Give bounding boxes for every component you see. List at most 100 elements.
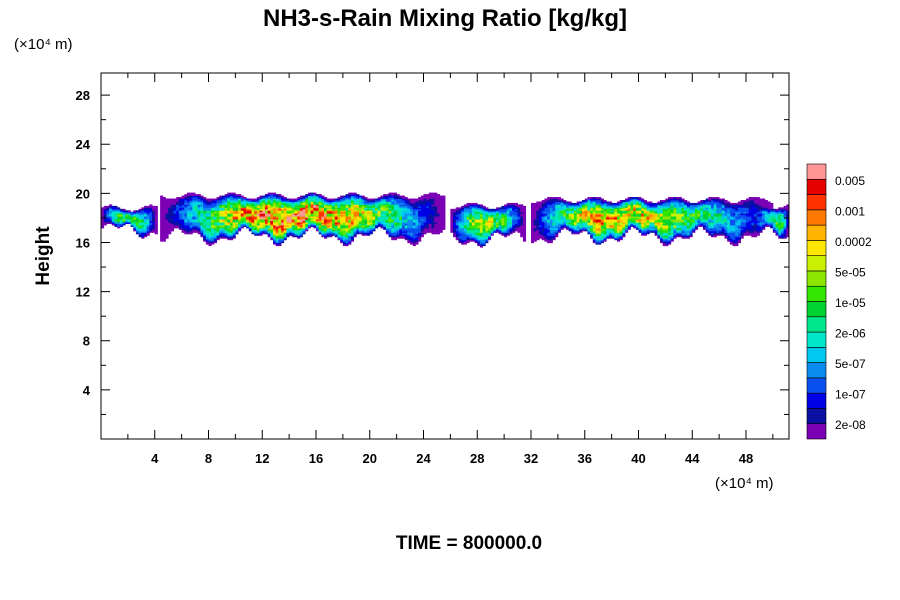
field-cell bbox=[305, 204, 309, 207]
field-cell bbox=[477, 238, 481, 241]
field-cell bbox=[101, 216, 105, 219]
field-cell bbox=[109, 216, 113, 219]
field-cell bbox=[399, 236, 403, 239]
field-cell bbox=[324, 204, 328, 207]
field-cell bbox=[348, 239, 352, 242]
field-cell bbox=[590, 211, 594, 214]
field-cell bbox=[393, 223, 398, 226]
field-cell bbox=[482, 210, 486, 213]
field-cell bbox=[286, 217, 290, 220]
field-cell bbox=[463, 236, 467, 239]
field-cell bbox=[251, 202, 255, 205]
field-cell bbox=[275, 207, 279, 210]
field-cell bbox=[340, 220, 344, 223]
field-cell bbox=[267, 216, 271, 219]
field-cell bbox=[278, 205, 282, 208]
field-cell bbox=[348, 242, 352, 245]
field-cell bbox=[302, 217, 306, 220]
field-cell bbox=[342, 235, 346, 238]
field-cell bbox=[488, 208, 492, 211]
field-cell bbox=[189, 192, 193, 195]
field-cell bbox=[232, 217, 236, 220]
field-cell bbox=[264, 202, 269, 205]
field-cell bbox=[305, 229, 309, 232]
field-cell bbox=[264, 222, 269, 224]
field-cell bbox=[133, 214, 137, 217]
field-cell bbox=[627, 208, 631, 211]
field-cell bbox=[334, 227, 338, 230]
field-cell bbox=[396, 233, 400, 236]
field-cell bbox=[262, 222, 266, 224]
field-cell bbox=[598, 217, 602, 220]
field-cell bbox=[455, 216, 459, 219]
field-cell bbox=[638, 229, 642, 232]
field-cell bbox=[227, 226, 231, 229]
field-cell bbox=[350, 233, 355, 236]
field-cell bbox=[399, 195, 403, 198]
field-cell bbox=[391, 236, 395, 239]
field-cell bbox=[189, 198, 193, 201]
field-cell bbox=[135, 223, 140, 226]
field-cell bbox=[289, 211, 293, 214]
field-cell bbox=[162, 232, 166, 235]
field-cell bbox=[109, 210, 113, 213]
field-cell bbox=[402, 207, 406, 210]
field-cell bbox=[402, 214, 406, 217]
field-cell bbox=[547, 222, 551, 224]
field-cell bbox=[243, 223, 247, 226]
field-cell bbox=[431, 197, 435, 199]
field-cell bbox=[377, 207, 381, 210]
field-cell bbox=[227, 192, 231, 195]
field-cell bbox=[192, 208, 196, 211]
field-cell bbox=[649, 230, 653, 233]
field-cell bbox=[533, 214, 537, 217]
field-cell bbox=[474, 227, 478, 230]
field-cell bbox=[514, 217, 518, 220]
field-cell bbox=[372, 208, 376, 211]
field-cell bbox=[423, 210, 427, 213]
field-cell bbox=[598, 220, 602, 223]
field-cell bbox=[364, 229, 368, 232]
field-cell bbox=[251, 207, 255, 210]
field-cell bbox=[614, 232, 618, 235]
field-cell bbox=[219, 210, 223, 213]
field-cell bbox=[458, 219, 462, 222]
field-cell bbox=[329, 210, 333, 213]
field-cell bbox=[211, 233, 215, 236]
field-cell bbox=[114, 210, 118, 213]
field-cell bbox=[651, 210, 656, 213]
field-cell bbox=[412, 207, 416, 210]
field-cell bbox=[598, 197, 602, 199]
field-cell bbox=[488, 210, 492, 213]
field-cell bbox=[162, 197, 166, 199]
field-cell bbox=[582, 202, 586, 205]
field-cell bbox=[291, 229, 295, 232]
field-cell bbox=[224, 211, 228, 214]
field-cell bbox=[267, 198, 271, 201]
field-cell bbox=[619, 223, 623, 226]
field-cell bbox=[278, 207, 282, 210]
field-cell bbox=[299, 227, 303, 230]
field-cell bbox=[135, 226, 140, 229]
field-cell bbox=[410, 208, 414, 211]
field-cell bbox=[552, 210, 556, 213]
field-cell bbox=[181, 211, 185, 214]
field-cell bbox=[154, 211, 158, 214]
field-cell bbox=[560, 223, 564, 226]
field-cell bbox=[364, 217, 368, 220]
field-cell bbox=[469, 230, 473, 233]
field-cell bbox=[200, 211, 204, 214]
field-cell bbox=[547, 233, 551, 236]
field-cell bbox=[595, 226, 599, 229]
field-cell bbox=[203, 202, 207, 205]
field-cell bbox=[119, 220, 123, 223]
field-cell bbox=[552, 235, 556, 238]
field-cell bbox=[471, 202, 475, 205]
field-cell bbox=[367, 223, 371, 226]
field-cell bbox=[402, 195, 406, 198]
field-cell bbox=[402, 229, 406, 232]
field-cell bbox=[549, 235, 553, 238]
field-cell bbox=[520, 213, 524, 216]
field-cell bbox=[353, 204, 357, 207]
field-cell bbox=[418, 235, 422, 238]
